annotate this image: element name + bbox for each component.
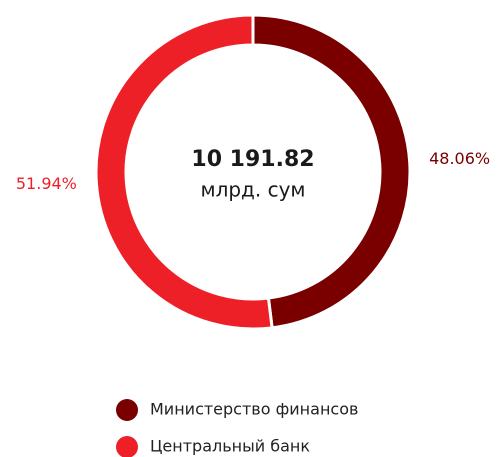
legend-label: Министерство финансов [150, 400, 358, 419]
value-label: 51.94% [16, 174, 77, 193]
value-label: 48.06% [429, 149, 490, 168]
legend-marker [116, 399, 138, 421]
donut-segment [94, 13, 274, 331]
donut-segment [251, 13, 412, 330]
center-value: 10 191.82 [191, 147, 314, 172]
center-unit: млрд. сум [200, 178, 305, 202]
legend-marker [116, 436, 138, 457]
legend-label: Центральный банк [150, 437, 310, 456]
